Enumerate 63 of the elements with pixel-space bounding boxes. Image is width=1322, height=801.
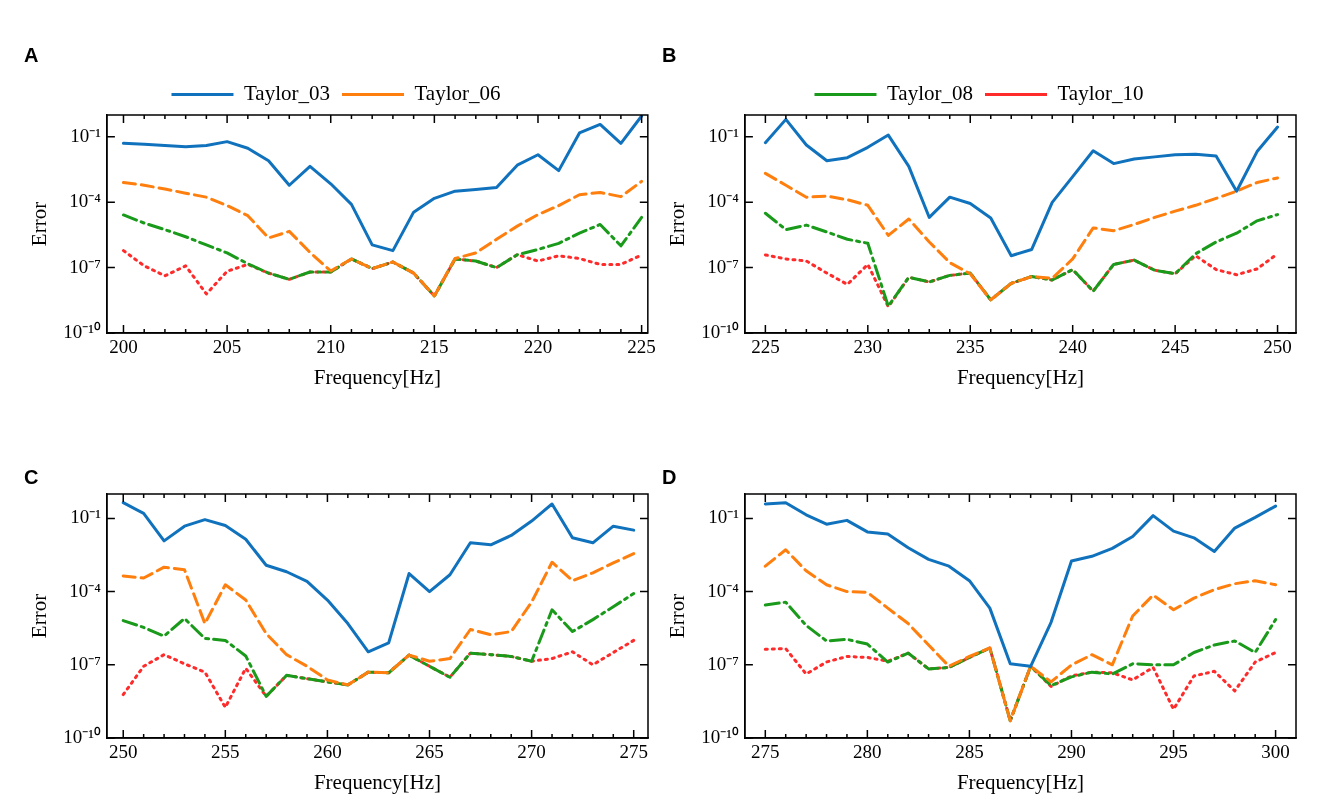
- legend-label: Taylor_03: [243, 81, 331, 106]
- x-tick-label: 275: [751, 741, 780, 763]
- y-tick-label: 10⁻¹: [70, 506, 102, 528]
- x-tick-label: 285: [955, 741, 984, 763]
- x-tick-label: 240: [1058, 336, 1087, 358]
- x-tick-label: 265: [415, 741, 444, 763]
- legend-label: Taylor_06: [414, 81, 501, 106]
- x-axis-title: Frequency[Hz]: [313, 364, 441, 389]
- y-tick-label: 10⁻¹⁰: [63, 725, 101, 747]
- x-tick-label: 245: [1160, 336, 1190, 358]
- x-axis-title: Frequency[Hz]: [956, 364, 1084, 389]
- y-tick-label: 10⁻¹⁰: [701, 320, 739, 342]
- y-tick-label: 10⁻⁴: [69, 579, 102, 601]
- x-tick-label: 300: [1261, 741, 1290, 763]
- y-axis-title: Error: [665, 593, 690, 639]
- x-tick-label: 215: [420, 336, 449, 358]
- x-tick-label: 250: [108, 741, 138, 763]
- y-axis-title: Error: [27, 201, 52, 247]
- x-tick-label: 235: [956, 336, 985, 358]
- line-series: [121, 638, 636, 709]
- x-tick-label: 280: [853, 741, 882, 763]
- chart-title: C: [24, 465, 39, 488]
- line-series: [121, 179, 644, 298]
- x-tick-label: 200: [109, 336, 138, 358]
- x-tick-label: 295: [1159, 741, 1188, 763]
- line-series: [763, 548, 1278, 723]
- line-series: [763, 171, 1280, 302]
- y-tick-label: 10⁻¹: [708, 506, 740, 528]
- x-axis-title: Frequency[Hz]: [956, 769, 1084, 794]
- line-series: [121, 592, 636, 698]
- legend-label: Taylor_08: [886, 81, 974, 106]
- y-tick-label: 10⁻⁷: [69, 255, 101, 277]
- chart-title: B: [662, 43, 677, 66]
- x-tick-label: 270: [517, 741, 546, 763]
- x-tick-label: 275: [619, 741, 648, 763]
- x-axis-title: Frequency[Hz]: [313, 769, 441, 794]
- x-tick-label: 210: [316, 336, 345, 358]
- chart-title: A: [24, 43, 39, 66]
- x-tick-label: 225: [751, 336, 780, 358]
- x-tick-label: 255: [211, 741, 240, 763]
- y-axis-title: Error: [665, 201, 690, 247]
- y-axis-title: Error: [27, 593, 52, 639]
- y-tick-label: 10⁻⁷: [707, 255, 739, 277]
- y-tick-label: 10⁻⁴: [707, 579, 740, 601]
- x-tick-label: 250: [1263, 336, 1292, 358]
- y-tick-label: 10⁻¹: [708, 124, 740, 146]
- y-tick-label: 10⁻¹⁰: [701, 725, 739, 747]
- y-tick-label: 10⁻⁷: [707, 652, 739, 674]
- y-tick-label: 10⁻⁷: [69, 652, 101, 674]
- y-tick-label: 10⁻¹: [70, 124, 102, 146]
- x-tick-label: 290: [1057, 741, 1086, 763]
- x-tick-label: 225: [627, 336, 656, 358]
- y-tick-label: 10⁻¹⁰: [63, 320, 101, 342]
- x-tick-label: 260: [313, 741, 342, 763]
- x-tick-label: 230: [853, 336, 883, 358]
- chart-title: D: [662, 465, 677, 488]
- y-tick-label: 10⁻⁴: [707, 190, 740, 212]
- line-series: [121, 552, 636, 687]
- y-tick-label: 10⁻⁴: [69, 190, 102, 212]
- legend-label: Taylor_10: [1057, 81, 1144, 106]
- line-series: [763, 211, 1280, 308]
- x-tick-label: 205: [212, 336, 242, 358]
- x-tick-label: 220: [523, 336, 553, 358]
